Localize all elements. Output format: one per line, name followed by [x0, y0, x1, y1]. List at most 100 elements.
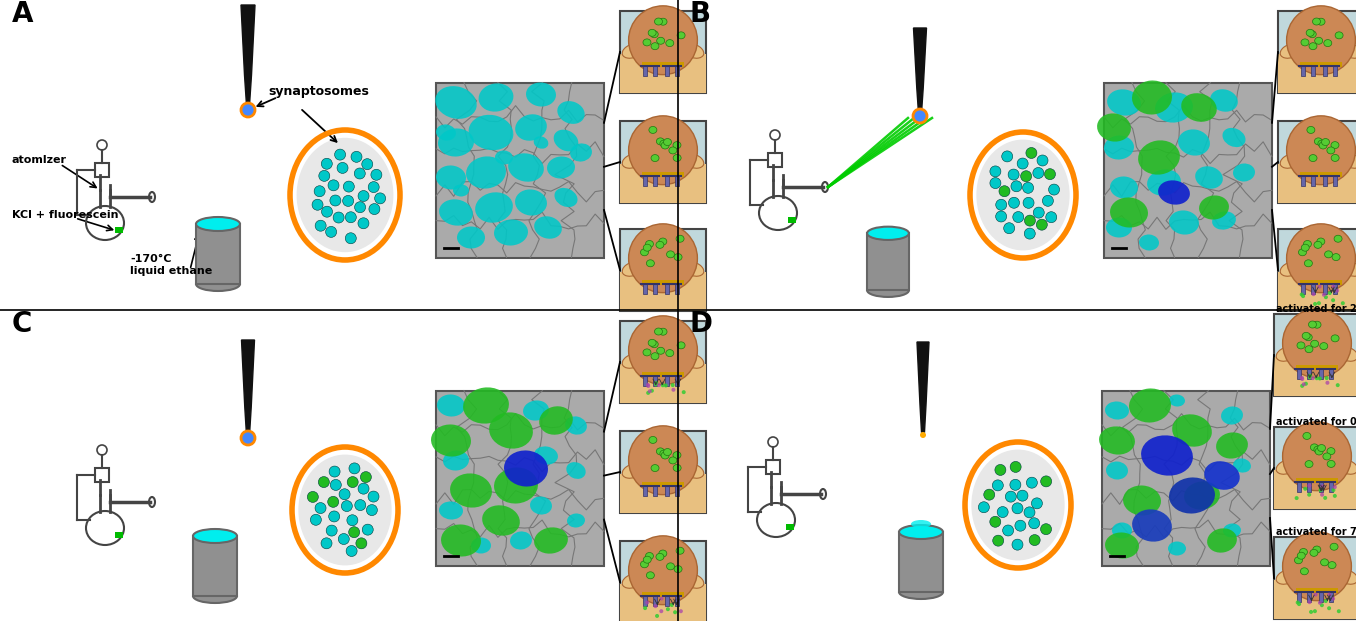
Ellipse shape — [656, 553, 664, 560]
Ellipse shape — [666, 40, 674, 47]
Ellipse shape — [1304, 333, 1313, 341]
Ellipse shape — [1280, 261, 1303, 276]
Circle shape — [347, 476, 358, 487]
Ellipse shape — [450, 473, 492, 507]
Circle shape — [321, 206, 332, 217]
Ellipse shape — [1304, 461, 1313, 468]
Ellipse shape — [1304, 382, 1309, 386]
Bar — [1296, 592, 1300, 602]
Bar — [193, 536, 237, 596]
Ellipse shape — [1212, 211, 1235, 230]
Ellipse shape — [640, 561, 648, 568]
Circle shape — [629, 316, 697, 384]
Circle shape — [990, 516, 1001, 527]
Ellipse shape — [1328, 448, 1334, 455]
Ellipse shape — [567, 514, 584, 527]
Ellipse shape — [1298, 552, 1306, 559]
Bar — [95, 468, 108, 482]
Ellipse shape — [437, 394, 465, 417]
Bar — [643, 483, 683, 487]
Ellipse shape — [1220, 407, 1243, 425]
Circle shape — [629, 116, 697, 184]
Bar — [654, 66, 658, 76]
Ellipse shape — [643, 39, 651, 46]
Circle shape — [1022, 183, 1033, 193]
Circle shape — [330, 466, 340, 477]
Polygon shape — [914, 28, 926, 113]
Ellipse shape — [1111, 176, 1138, 199]
Ellipse shape — [666, 607, 670, 611]
Ellipse shape — [622, 573, 645, 588]
Bar — [620, 54, 706, 93]
Bar — [1296, 365, 1337, 370]
Circle shape — [1300, 376, 1304, 380]
Ellipse shape — [651, 341, 658, 348]
Ellipse shape — [660, 383, 664, 388]
Circle shape — [339, 489, 350, 500]
Ellipse shape — [526, 83, 556, 107]
Bar — [664, 596, 669, 606]
Ellipse shape — [976, 140, 1070, 250]
Text: activated for 7ms: activated for 7ms — [1276, 527, 1356, 537]
Circle shape — [997, 507, 1008, 517]
Circle shape — [1318, 284, 1322, 289]
Ellipse shape — [1233, 163, 1256, 181]
Ellipse shape — [1138, 140, 1180, 175]
Circle shape — [1048, 184, 1059, 195]
Ellipse shape — [457, 227, 485, 248]
Ellipse shape — [1299, 292, 1303, 296]
Circle shape — [1307, 484, 1311, 487]
Ellipse shape — [1317, 301, 1321, 305]
Ellipse shape — [1337, 609, 1341, 613]
Circle shape — [983, 489, 995, 500]
Circle shape — [1287, 6, 1356, 75]
Circle shape — [1302, 383, 1306, 386]
Bar — [620, 541, 706, 621]
Bar — [1275, 427, 1356, 509]
Circle shape — [648, 389, 652, 393]
Bar — [1277, 54, 1356, 93]
Bar — [1277, 121, 1356, 203]
Ellipse shape — [475, 193, 513, 223]
Ellipse shape — [640, 249, 648, 256]
Ellipse shape — [1319, 142, 1328, 149]
Ellipse shape — [553, 130, 578, 152]
Ellipse shape — [1309, 43, 1317, 50]
Bar — [1102, 391, 1271, 566]
Circle shape — [629, 6, 697, 75]
Ellipse shape — [1332, 488, 1336, 492]
Ellipse shape — [534, 216, 561, 238]
Ellipse shape — [656, 242, 664, 248]
Ellipse shape — [1169, 211, 1199, 235]
Bar — [643, 280, 683, 285]
Circle shape — [1014, 520, 1026, 531]
Circle shape — [1002, 525, 1014, 536]
Circle shape — [1032, 498, 1043, 509]
Circle shape — [1010, 461, 1021, 473]
Bar — [664, 486, 669, 496]
Circle shape — [1040, 524, 1051, 535]
Bar — [664, 176, 669, 186]
Ellipse shape — [1313, 302, 1317, 306]
Ellipse shape — [1332, 253, 1340, 261]
Ellipse shape — [663, 448, 671, 456]
Ellipse shape — [494, 219, 527, 245]
Circle shape — [1012, 539, 1022, 550]
Circle shape — [328, 496, 339, 507]
Ellipse shape — [298, 455, 392, 566]
Circle shape — [334, 212, 344, 223]
Ellipse shape — [1142, 435, 1193, 476]
Bar — [1277, 11, 1356, 93]
Bar — [643, 62, 683, 67]
Ellipse shape — [1302, 244, 1310, 252]
Ellipse shape — [651, 30, 658, 38]
Ellipse shape — [1204, 461, 1239, 490]
Bar — [654, 284, 658, 294]
Ellipse shape — [1317, 18, 1325, 25]
Ellipse shape — [1318, 488, 1322, 492]
Circle shape — [1024, 215, 1036, 226]
Ellipse shape — [1302, 332, 1310, 339]
Ellipse shape — [557, 101, 584, 124]
Ellipse shape — [1178, 129, 1210, 156]
Ellipse shape — [659, 329, 667, 335]
